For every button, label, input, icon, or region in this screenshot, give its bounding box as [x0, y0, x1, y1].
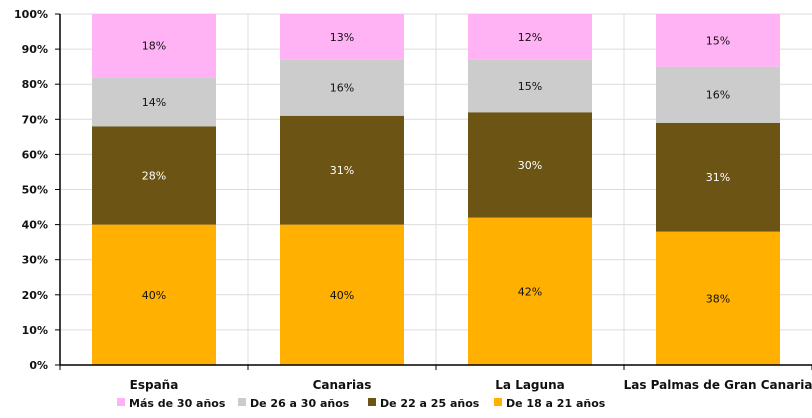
bar-segment-las-palmas-de-gran-canaria-de-22-a-25-anos	[656, 122, 780, 232]
legend-swatch	[117, 398, 125, 406]
data-label: 16%	[706, 89, 730, 102]
bar-segment-canarias-mas-de-30-anos	[280, 14, 404, 60]
legend-label: Más de 30 años	[129, 397, 226, 410]
data-label: 42%	[518, 285, 542, 298]
data-label: 30%	[518, 159, 542, 172]
data-label: 28%	[142, 169, 166, 182]
legend-swatch	[494, 398, 502, 406]
bars: 40% 28% 14% 18% 40% 31% 16% 13% 42% 30% 15% 12% 38% 3…	[92, 14, 780, 365]
y-tick-label: 80%	[22, 78, 48, 91]
legend-swatch	[368, 398, 376, 406]
bar-segment-canarias-de-22-a-25-anos	[280, 115, 404, 225]
data-label: 38%	[706, 292, 730, 305]
category-label-la-laguna: La Laguna	[495, 378, 564, 392]
y-tick-label: 60%	[22, 148, 48, 161]
bar-segment-espana-de-18-a-21-anos	[92, 224, 216, 365]
bar-segment-la-laguna-de-26-a-30-anos	[468, 59, 592, 113]
bar-segment-espana-de-22-a-25-anos	[92, 126, 216, 225]
data-label: 15%	[518, 80, 542, 93]
bar-segment-las-palmas-de-gran-canaria-de-26-a-30-anos	[656, 66, 780, 123]
bar-segment-la-laguna-mas-de-30-anos	[468, 14, 592, 60]
y-tick-label: 20%	[22, 289, 48, 302]
bar-segment-espana-de-26-a-30-anos	[92, 77, 216, 127]
y-tick-label: 50%	[22, 184, 48, 197]
legend-label: De 22 a 25 años	[380, 397, 480, 410]
bar-segment-canarias-de-26-a-30-anos	[280, 59, 404, 116]
legend-item-de-18-a-21-anos: De 18 a 21 años	[494, 397, 606, 410]
legend: Más de 30 años De 26 a 30 años De 22 a 25 …	[117, 397, 606, 410]
y-tick-label: 30%	[22, 254, 48, 267]
bar-segment-la-laguna-de-18-a-21-anos	[468, 217, 592, 365]
data-label: 16%	[330, 82, 354, 95]
category-label-las-palmas-de-gran-canaria: Las Palmas de Gran Canaria	[624, 378, 812, 392]
category-label-espana: España	[130, 378, 179, 392]
y-tick-label: 40%	[22, 219, 48, 232]
bar-segment-canarias-de-18-a-21-anos	[280, 224, 404, 365]
data-label: 40%	[142, 289, 166, 302]
legend-item-mas-de-30-anos: Más de 30 años	[117, 397, 226, 410]
bar-segment-las-palmas-de-gran-canaria-mas-de-30-anos	[656, 14, 780, 67]
legend-item-de-22-a-25-anos: De 22 a 25 años	[368, 397, 480, 410]
bar-segment-la-laguna-de-22-a-25-anos	[468, 112, 592, 218]
legend-swatch	[238, 398, 246, 406]
y-tick-label: 10%	[22, 324, 48, 337]
data-label: 14%	[142, 96, 166, 109]
data-label: 31%	[330, 164, 354, 177]
axes: 0% 10% 20% 30% 40% 50% 60% 70% 80% 90% 100% España C…	[14, 8, 812, 392]
data-label: 31%	[706, 171, 730, 184]
y-tick-label: 0%	[29, 359, 48, 372]
legend-label: De 18 a 21 años	[506, 397, 606, 410]
legend-item-de-26-a-30-anos: De 26 a 30 años	[238, 397, 350, 410]
data-label: 40%	[330, 289, 354, 302]
y-tick-label: 90%	[22, 43, 48, 56]
y-tick-label: 70%	[22, 113, 48, 126]
bar-segment-espana-mas-de-30-anos	[92, 14, 216, 78]
data-label: 15%	[706, 34, 730, 47]
data-label: 12%	[518, 31, 542, 44]
category-label-canarias: Canarias	[313, 378, 372, 392]
y-tick-label: 100%	[14, 8, 48, 21]
data-label: 18%	[142, 40, 166, 53]
data-label: 13%	[330, 31, 354, 44]
legend-label: De 26 a 30 años	[250, 397, 350, 410]
bar-segment-las-palmas-de-gran-canaria-de-18-a-21-anos	[656, 231, 780, 365]
